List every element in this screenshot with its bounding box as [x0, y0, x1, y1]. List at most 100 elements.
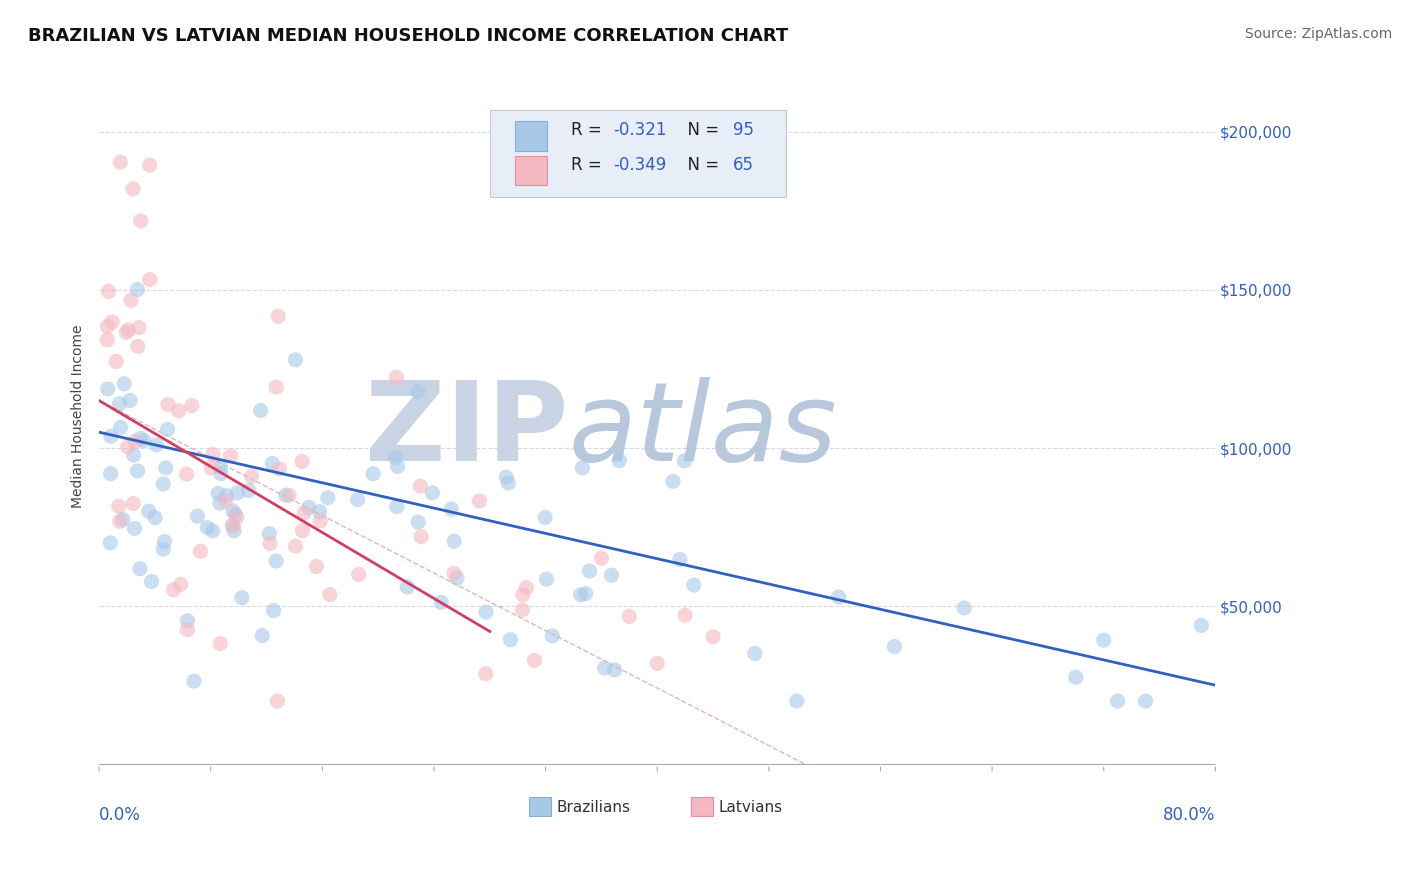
FancyBboxPatch shape [690, 797, 713, 816]
Point [107, 500, 129, 514]
Point [603, 663, 626, 677]
Text: 80.0%: 80.0% [1163, 806, 1215, 824]
Point [157, 397, 180, 411]
Point [406, 515, 429, 529]
Point [430, 595, 453, 609]
Point [541, 629, 564, 643]
Point [1092, 633, 1115, 648]
Point [1064, 670, 1087, 684]
Point [319, 588, 342, 602]
Text: -0.349: -0.349 [613, 156, 666, 174]
Point [673, 608, 696, 623]
Point [224, 524, 246, 538]
Text: 95: 95 [733, 121, 754, 139]
Point [512, 588, 534, 602]
Point [673, 454, 696, 468]
Text: ZIP: ZIP [364, 376, 568, 483]
Point [274, 488, 297, 502]
Point [298, 500, 321, 515]
Point [308, 505, 330, 519]
Point [593, 661, 616, 675]
Point [269, 462, 291, 476]
Point [240, 469, 263, 483]
Point [162, 582, 184, 597]
Point [167, 404, 190, 418]
Point [662, 475, 685, 489]
Point [183, 674, 205, 689]
Point [385, 500, 408, 514]
Point [238, 483, 260, 498]
Text: R =: R = [571, 121, 607, 139]
Point [152, 542, 174, 557]
Point [702, 630, 724, 644]
Point [305, 559, 328, 574]
Point [110, 155, 132, 169]
Point [127, 339, 149, 353]
Text: Brazilians: Brazilians [557, 800, 631, 815]
Point [609, 453, 631, 467]
Point [190, 544, 212, 558]
Point [309, 514, 332, 528]
Point [1189, 618, 1212, 632]
Point [101, 315, 124, 329]
Point [201, 524, 224, 538]
Point [591, 551, 613, 566]
Text: N =: N = [678, 156, 724, 174]
Point [292, 506, 315, 520]
Point [249, 403, 271, 417]
Point [291, 454, 314, 468]
Point [259, 536, 281, 550]
Point [224, 508, 246, 522]
Point [523, 653, 546, 667]
Point [645, 657, 668, 671]
Point [346, 492, 368, 507]
Point [176, 467, 198, 482]
Point [197, 520, 219, 534]
Point [786, 694, 808, 708]
Point [883, 640, 905, 654]
Point [569, 588, 592, 602]
Point [266, 694, 288, 708]
Point [169, 577, 191, 591]
Point [129, 214, 152, 228]
Point [515, 581, 537, 595]
Point [138, 158, 160, 172]
Point [264, 380, 287, 394]
Point [96, 333, 118, 347]
Point [200, 460, 222, 475]
Point [209, 460, 232, 475]
FancyBboxPatch shape [516, 121, 547, 151]
Point [536, 572, 558, 586]
Point [264, 554, 287, 568]
Text: Latvians: Latvians [718, 800, 783, 815]
Point [221, 518, 243, 533]
Point [115, 326, 138, 340]
Point [124, 434, 146, 449]
Point [682, 578, 704, 592]
Point [498, 475, 520, 490]
Point [180, 399, 202, 413]
Point [120, 293, 142, 308]
Point [128, 320, 150, 334]
Point [291, 524, 314, 538]
Point [201, 447, 224, 461]
Point [209, 636, 232, 650]
Point [744, 647, 766, 661]
Point [141, 574, 163, 589]
Point [259, 526, 281, 541]
Text: Source: ZipAtlas.com: Source: ZipAtlas.com [1244, 27, 1392, 41]
Point [129, 432, 152, 446]
Point [222, 504, 245, 518]
Point [207, 486, 229, 500]
Point [156, 422, 179, 436]
Point [122, 182, 145, 196]
FancyBboxPatch shape [489, 111, 786, 197]
Point [284, 352, 307, 367]
FancyBboxPatch shape [516, 156, 547, 186]
Point [97, 382, 120, 396]
Text: 0.0%: 0.0% [100, 806, 141, 824]
Point [225, 510, 247, 524]
Point [117, 440, 139, 454]
Point [499, 632, 522, 647]
Y-axis label: Median Household Income: Median Household Income [72, 325, 86, 508]
